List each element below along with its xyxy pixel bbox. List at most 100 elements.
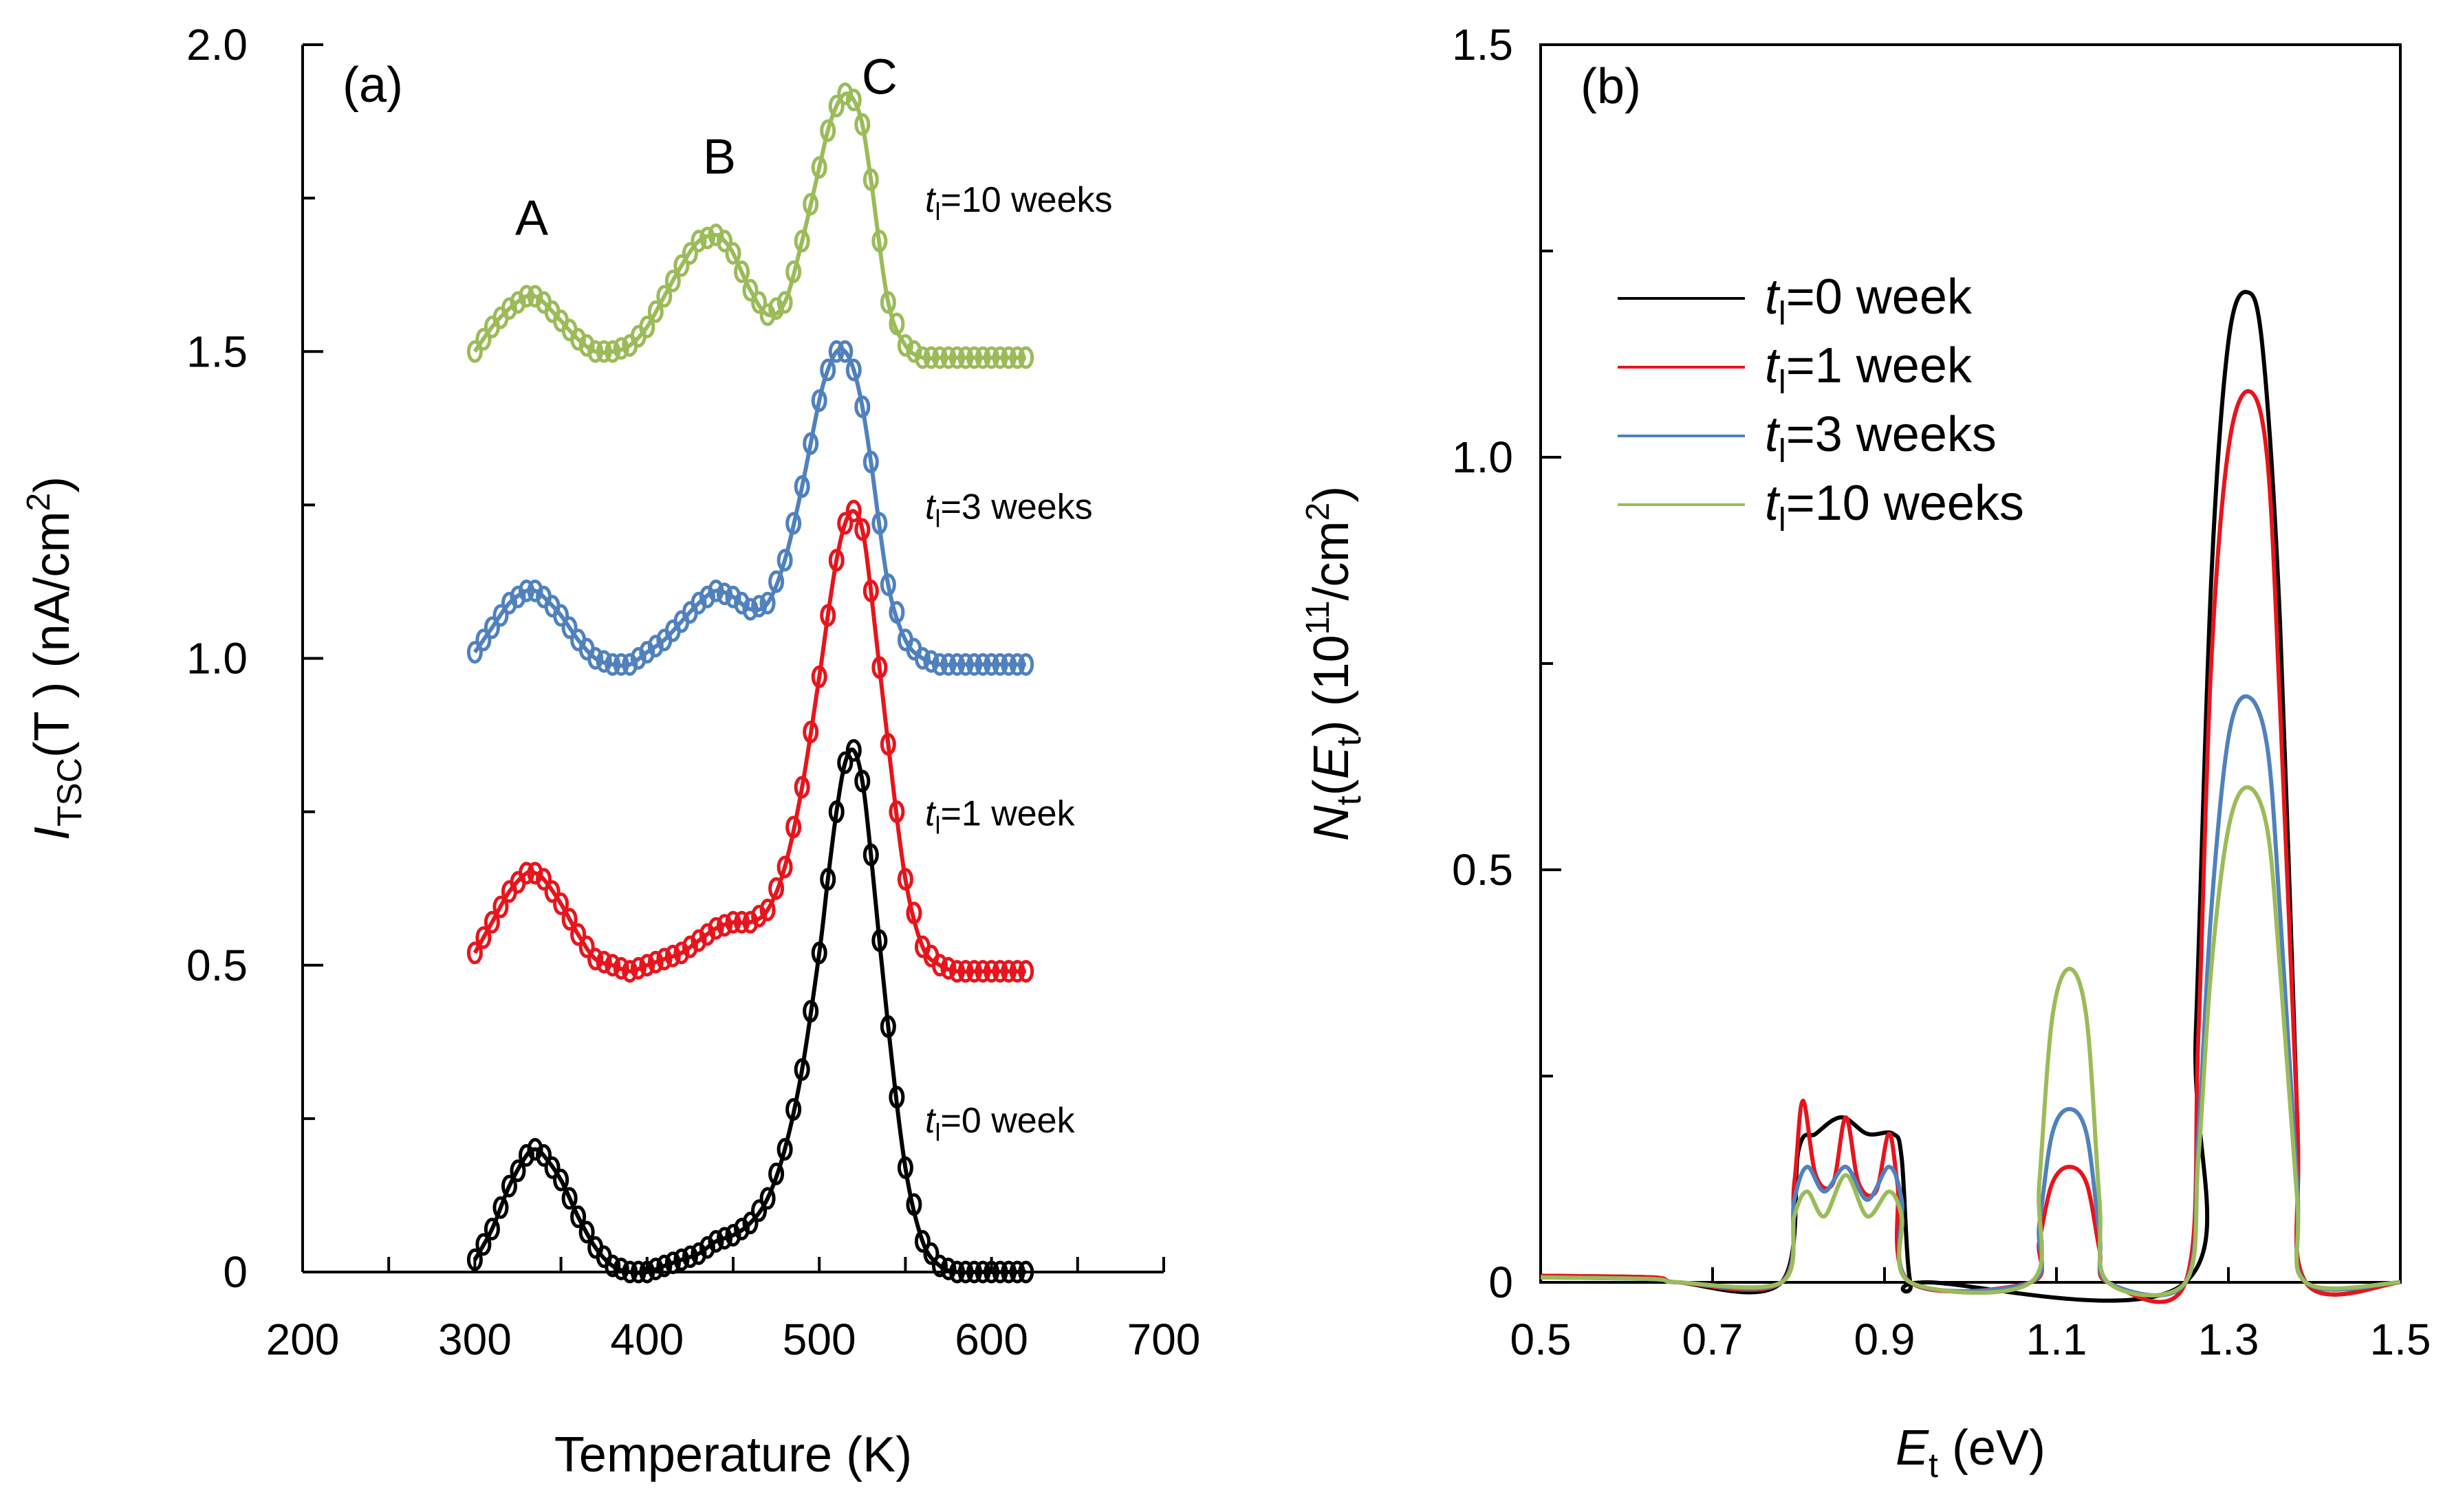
data-point <box>484 616 500 639</box>
curve-label-rest: =10 weeks <box>940 180 1112 220</box>
data-point <box>957 960 974 983</box>
data-point <box>570 1205 587 1229</box>
data-point <box>605 340 621 363</box>
data-point <box>897 333 913 357</box>
data-point <box>906 340 922 363</box>
data-point <box>992 653 1008 676</box>
y-tick-label: 0 <box>1488 1258 1513 1307</box>
series-line-3 <box>1540 785 2401 1297</box>
x-tick-label: 200 <box>266 1315 340 1364</box>
data-point <box>492 895 509 919</box>
data-point <box>725 910 741 934</box>
data-point <box>751 291 768 314</box>
y-axis-title-sup2: 2 <box>1300 503 1336 521</box>
data-point <box>975 346 991 369</box>
data-point <box>768 877 785 900</box>
y-tick-label: 0.5 <box>1452 845 1513 895</box>
x-tick-label: 600 <box>955 1315 1028 1364</box>
curve-label-rest: =1 week <box>940 794 1075 834</box>
data-point <box>613 1258 629 1281</box>
data-point <box>544 1156 561 1179</box>
data-point <box>811 389 827 413</box>
legend-label-t: t <box>1765 407 1781 462</box>
data-point <box>725 1223 741 1247</box>
data-point <box>639 641 655 664</box>
data-point <box>622 960 638 983</box>
data-point <box>484 1218 500 1241</box>
x-tick-label: 1.5 <box>2370 1315 2431 1364</box>
data-point <box>1009 1260 1025 1284</box>
legend-label: tl=1 week <box>1765 338 1973 401</box>
data-point <box>923 346 940 369</box>
data-point <box>785 1097 802 1121</box>
data-point <box>845 738 862 762</box>
data-point <box>578 333 595 357</box>
legend-label: tl=10 weeks <box>1765 476 2024 538</box>
legend-label-t: t <box>1765 476 1781 531</box>
x-axis-title: Temperature (K) <box>554 1427 912 1482</box>
data-point <box>975 653 991 676</box>
data-point <box>949 1260 966 1284</box>
data-point <box>820 358 836 382</box>
series-2 <box>466 340 1034 676</box>
data-point <box>664 1251 681 1275</box>
legend-label-rest: =10 weeks <box>1786 476 2024 531</box>
x-axis-title-rest: (eV) <box>1938 1421 2045 1476</box>
data-point <box>785 260 802 283</box>
data-point <box>889 1086 905 1109</box>
x-tick-label: 0.7 <box>1682 1315 1744 1364</box>
data-point <box>871 230 888 253</box>
data-point <box>691 591 707 615</box>
data-point <box>777 1138 793 1161</box>
y-axis-title-inner: E <box>1304 745 1359 779</box>
data-point <box>828 340 845 363</box>
data-point <box>1009 960 1025 983</box>
peak-label: B <box>703 129 736 184</box>
data-point <box>966 960 983 983</box>
y-axis-title-main: I <box>25 826 80 840</box>
data-point <box>759 591 776 615</box>
x-tick-label: 700 <box>1127 1315 1201 1364</box>
data-point <box>794 1058 810 1081</box>
data-point <box>716 230 732 253</box>
data-point <box>862 168 879 191</box>
legend-label-sub: l <box>1779 502 1786 538</box>
data-point <box>656 285 673 308</box>
data-point <box>510 291 526 314</box>
y-axis-title-rest: ) (10 <box>1304 635 1359 736</box>
data-point <box>605 954 621 977</box>
data-point <box>862 450 879 474</box>
curve-label: tl=1 week <box>925 794 1076 840</box>
y-tick-label: 1.0 <box>1452 432 1513 482</box>
data-point <box>768 570 785 593</box>
data-point <box>734 910 750 934</box>
data-point <box>751 595 768 618</box>
curve-label: tl=3 weeks <box>925 487 1093 532</box>
y-tick-label: 2.0 <box>186 20 248 69</box>
data-point <box>544 880 561 903</box>
y-tick-label: 1.0 <box>186 634 248 683</box>
data-point <box>622 1260 638 1284</box>
data-point <box>966 1260 983 1284</box>
data-point <box>716 914 732 937</box>
data-point <box>519 1143 535 1167</box>
data-point <box>751 1199 768 1223</box>
data-point <box>923 650 940 673</box>
data-point <box>647 950 664 974</box>
x-tick-label: 300 <box>438 1315 512 1364</box>
data-point <box>742 1212 759 1235</box>
data-point <box>561 616 578 639</box>
curve-label-sub: l <box>935 504 940 532</box>
data-point <box>475 628 492 652</box>
data-point <box>871 512 888 535</box>
data-point <box>845 88 862 111</box>
data-point <box>656 1254 673 1278</box>
curve-label-rest: =0 week <box>940 1101 1075 1141</box>
data-point <box>492 604 509 627</box>
data-point <box>699 585 715 609</box>
data-point <box>785 512 802 535</box>
data-point <box>940 1258 957 1281</box>
series-3 <box>466 82 1034 369</box>
data-point <box>957 1260 974 1284</box>
y-axis-title: Nt(Et) (1011/cm2) <box>1300 486 1368 841</box>
